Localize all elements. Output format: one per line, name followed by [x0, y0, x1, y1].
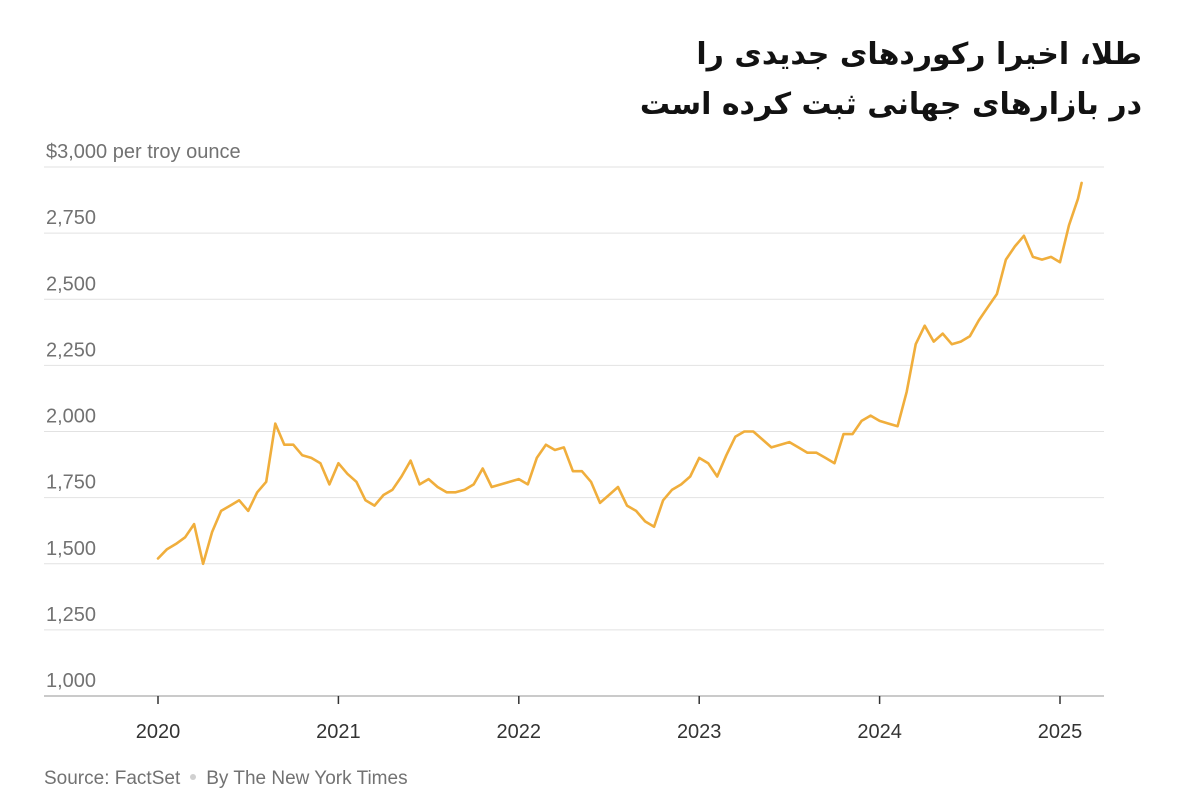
y-axis-labels: 1,000 1,250 1,500 1,750 2,000 2,250 2,500 2,750… — [46, 141, 241, 692]
separator-dot-icon — [190, 773, 197, 780]
x-tick-label-2024: 2024 — [857, 721, 902, 743]
x-tick-label-2022: 2022 — [497, 721, 542, 743]
y-tick-label-2500: 2,500 — [46, 273, 96, 295]
grid-lines — [44, 166, 1104, 697]
chart-title: طلا، اخیرا رکوردهای جدیدی را در بازارهای… — [442, 30, 1142, 130]
y-tick-label-2000: 2,000 — [46, 406, 96, 428]
y-tick-label-1250: 1,250 — [46, 604, 96, 626]
x-axis: 2020 2021 2022 2023 2024 2025 — [136, 696, 1083, 743]
byline-credit: By The New York Times — [206, 768, 408, 789]
source-credit: Source: FactSet — [44, 768, 181, 789]
chart-footer: Source: FactSet By The New York Times — [44, 768, 408, 790]
y-tick-label-3000: $3,000 per troy ounce — [46, 141, 241, 163]
x-tick-label-2021: 2021 — [316, 721, 361, 743]
gold-price-series-line — [156, 181, 1083, 566]
chart-title-line-2: در بازارهای جهانی ثبت کرده است — [639, 87, 1142, 122]
x-tick-label-2025: 2025 — [1038, 721, 1083, 743]
x-tick-label-2020: 2020 — [136, 721, 181, 743]
y-tick-label-2750: 2,750 — [46, 207, 96, 229]
y-tick-label-2250: 2,250 — [46, 339, 96, 361]
y-tick-label-1500: 1,500 — [46, 538, 96, 560]
y-tick-label-1750: 1,750 — [46, 472, 96, 494]
y-tick-label-1000: 1,000 — [46, 670, 96, 692]
chart-title-line-1: طلا، اخیرا رکوردهای جدیدی را — [696, 37, 1142, 72]
x-tick-label-2023: 2023 — [677, 721, 722, 743]
